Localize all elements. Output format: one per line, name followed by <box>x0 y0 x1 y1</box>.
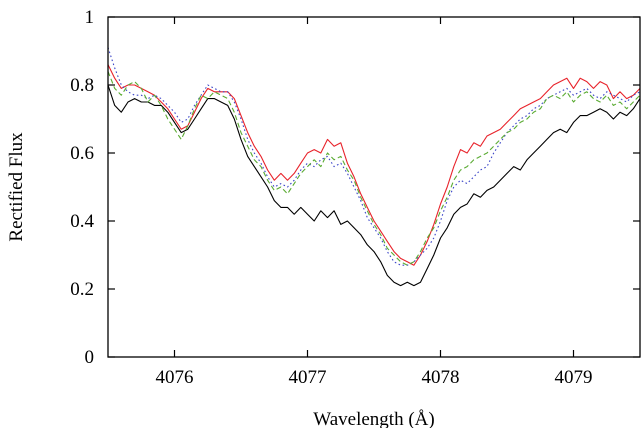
spectrum-series-line <box>107 47 641 266</box>
ticks-layer: 4076 4077 4078 4079 0 0.2 0.4 0.6 0.8 1 <box>70 7 640 388</box>
x-tick-label: 4076 <box>156 367 194 388</box>
spectrum-series-line <box>107 84 641 287</box>
x-tick-label: 4079 <box>555 367 593 388</box>
y-tick-label: 0.6 <box>70 143 94 164</box>
x-tick-label: 4077 <box>289 367 327 388</box>
y-tick-label: 0.4 <box>70 211 94 232</box>
y-tick-label: 0.2 <box>70 279 94 300</box>
y-tick-label: 1 <box>85 7 95 28</box>
x-tick-label: 4078 <box>422 367 460 388</box>
spectrum-series-line <box>107 71 641 266</box>
y-tick-label: 0 <box>85 347 95 368</box>
y-axis-title: Rectified Flux <box>6 132 27 242</box>
x-axis-title: Wavelength (Å) <box>313 409 434 428</box>
y-tick-label: 0.8 <box>70 75 94 96</box>
spectrum-series-line <box>107 64 641 266</box>
series-layer <box>107 47 641 287</box>
plot-frame <box>107 16 641 358</box>
